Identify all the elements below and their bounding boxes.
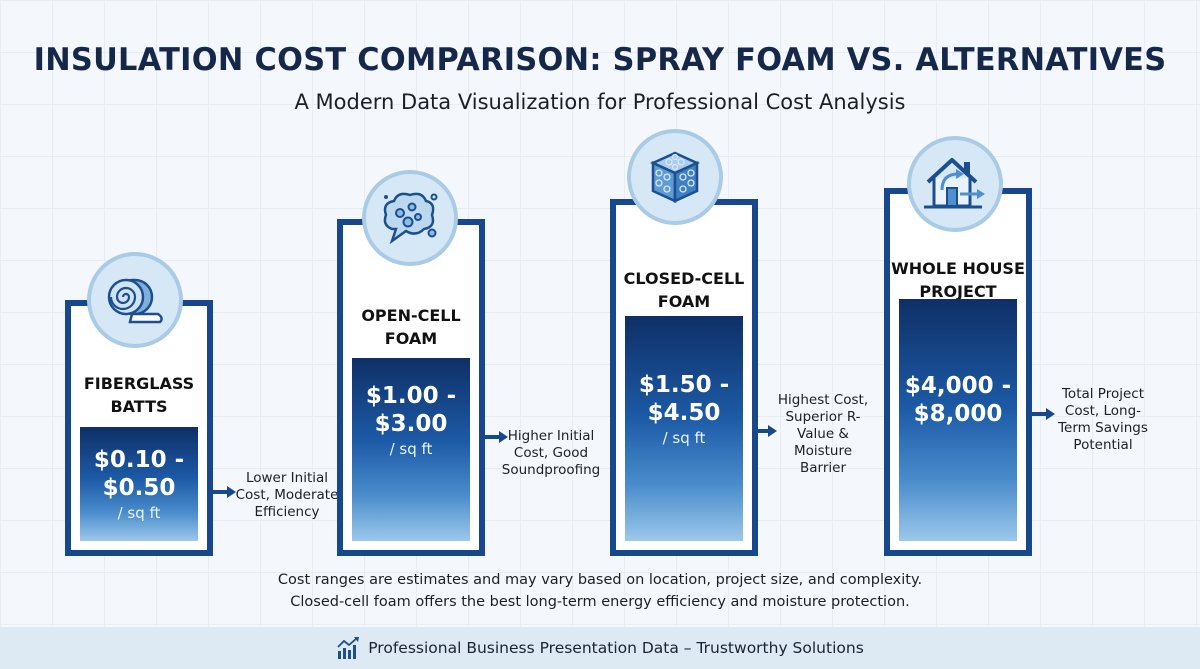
bar-chart-trend-icon: [337, 637, 360, 659]
note-whole-house: Total Project Cost, Long- Term Savings P…: [1048, 386, 1158, 454]
note-line: Superior R-: [785, 409, 861, 425]
note-line: Efficiency: [254, 504, 320, 520]
price-low: $1.50 -: [638, 371, 730, 398]
price-bar: $1.50 - $4.50 / sq ft: [625, 316, 743, 541]
price-bar: $1.00 - $3.00 / sq ft: [352, 358, 470, 541]
arrow-right-icon: [1032, 408, 1055, 420]
price-high: $8,000: [913, 401, 1003, 427]
arrow-right-icon: [758, 425, 777, 437]
price-low: $4,000 -: [904, 373, 1012, 399]
card-label: FIBERGLASS BATTS: [71, 372, 207, 418]
arrow-right-icon: [213, 486, 236, 498]
label-line: WHOLE HOUSE: [891, 259, 1025, 278]
note-line: Total Project: [1061, 386, 1144, 402]
price-bar: $0.10 - $0.50 / sq ft: [80, 427, 198, 541]
note-line: Higher Initial: [507, 428, 595, 444]
label-line: FOAM: [384, 329, 438, 348]
card-label: CLOSED-CELL FOAM: [616, 267, 752, 313]
card-label: OPEN-CELL FOAM: [343, 304, 479, 350]
footnote-closed-cell: Closed-cell foam offers the best long-te…: [290, 594, 910, 610]
label-line: PROJECT: [919, 282, 997, 301]
price-high: $0.50: [102, 475, 176, 501]
note-closed-cell: Highest Cost, Superior R- Value & Moistu…: [768, 392, 878, 477]
label-line: FOAM: [657, 292, 711, 311]
price-high: $3.00: [374, 410, 448, 437]
closed-cell-cube-icon: [627, 129, 723, 225]
card-closed-cell-foam: CLOSED-CELL FOAM $1.50 - $4.50 / sq ft: [610, 199, 758, 556]
price-bar: $4,000 - $8,000: [899, 299, 1017, 541]
house-airflow-icon: [907, 136, 1003, 232]
note-line: Cost, Moderate: [235, 487, 339, 503]
arrow-right-icon: [485, 431, 508, 443]
insulation-roll-icon: [87, 252, 183, 348]
card-whole-house-project: WHOLE HOUSE PROJECT $4,000 - $8,000: [884, 188, 1032, 556]
note-line: Cost, Long-: [1064, 403, 1142, 419]
note-fiberglass: Lower Initial Cost, Moderate Efficiency: [232, 470, 342, 521]
footer-tagline: Professional Business Presentation Data …: [368, 639, 864, 657]
note-line: Moisture: [793, 443, 853, 459]
note-line: Potential: [1073, 437, 1133, 453]
footnote-estimates: Cost ranges are estimates and may vary b…: [277, 572, 923, 588]
price-low: $1.00 -: [365, 382, 457, 409]
label-line: FIBERGLASS: [83, 374, 195, 393]
page-subtitle: A Modern Data Visualization for Professi…: [294, 90, 906, 114]
price-unit: / sq ft: [117, 504, 161, 522]
price-unit: / sq ft: [662, 428, 706, 447]
label-line: OPEN-CELL: [361, 306, 461, 325]
price-low: $0.10 -: [93, 447, 185, 473]
note-line: Term Savings: [1058, 420, 1148, 436]
note-line: Lower Initial: [245, 470, 329, 486]
note-line: Barrier: [799, 460, 846, 476]
card-open-cell-foam: OPEN-CELL FOAM $1.00 - $3.00 / sq ft: [337, 219, 485, 556]
label-line: CLOSED-CELL: [623, 269, 745, 288]
price-high: $4.50: [647, 399, 721, 426]
note-line: Highest Cost,: [777, 392, 869, 408]
price-unit: / sq ft: [389, 439, 433, 458]
page-title: INSULATION COST COMPARISON: SPRAY FOAM V…: [33, 42, 1167, 78]
label-line: BATTS: [110, 397, 168, 416]
note-line: Cost, Good: [513, 445, 589, 461]
card-label: WHOLE HOUSE PROJECT: [890, 257, 1026, 303]
note-line: Soundproofing: [501, 462, 601, 478]
footer-band: Professional Business Presentation Data …: [0, 627, 1200, 669]
note-line: Value &: [797, 426, 849, 442]
note-open-cell: Higher Initial Cost, Good Soundproofing: [496, 428, 606, 479]
foam-bubbles-icon: [362, 170, 458, 266]
